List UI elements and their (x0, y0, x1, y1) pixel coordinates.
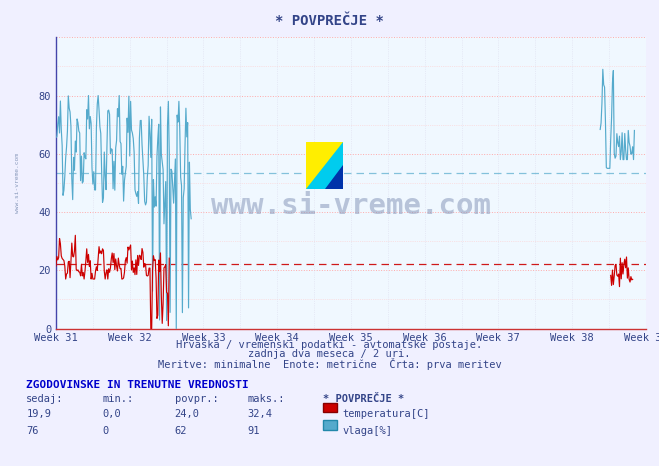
Text: maks.:: maks.: (247, 394, 285, 404)
Text: 24,0: 24,0 (175, 409, 200, 419)
Text: www.si-vreme.com: www.si-vreme.com (15, 153, 20, 213)
Text: ZGODOVINSKE IN TRENUTNE VREDNOSTI: ZGODOVINSKE IN TRENUTNE VREDNOSTI (26, 380, 249, 390)
Text: 91: 91 (247, 426, 260, 436)
Polygon shape (306, 142, 343, 189)
Text: 0: 0 (102, 426, 108, 436)
Polygon shape (325, 165, 343, 189)
Text: min.:: min.: (102, 394, 133, 404)
Text: Hrvaška / vremenski podatki - avtomatske postaje.: Hrvaška / vremenski podatki - avtomatske… (177, 339, 482, 350)
Text: 0,0: 0,0 (102, 409, 121, 419)
Text: temperatura[C]: temperatura[C] (343, 409, 430, 419)
Text: * POVPREČJE *: * POVPREČJE * (275, 14, 384, 28)
Text: vlaga[%]: vlaga[%] (343, 426, 393, 436)
Text: 62: 62 (175, 426, 187, 436)
Text: sedaj:: sedaj: (26, 394, 64, 404)
Text: 76: 76 (26, 426, 39, 436)
Polygon shape (306, 142, 343, 189)
Text: povpr.:: povpr.: (175, 394, 218, 404)
Text: Meritve: minimalne  Enote: metrične  Črta: prva meritev: Meritve: minimalne Enote: metrične Črta:… (158, 358, 501, 370)
Text: * POVPREČJE *: * POVPREČJE * (323, 394, 404, 404)
Text: zadnja dva meseca / 2 uri.: zadnja dva meseca / 2 uri. (248, 349, 411, 358)
Text: 19,9: 19,9 (26, 409, 51, 419)
Text: 32,4: 32,4 (247, 409, 272, 419)
Text: www.si-vreme.com: www.si-vreme.com (211, 192, 491, 220)
